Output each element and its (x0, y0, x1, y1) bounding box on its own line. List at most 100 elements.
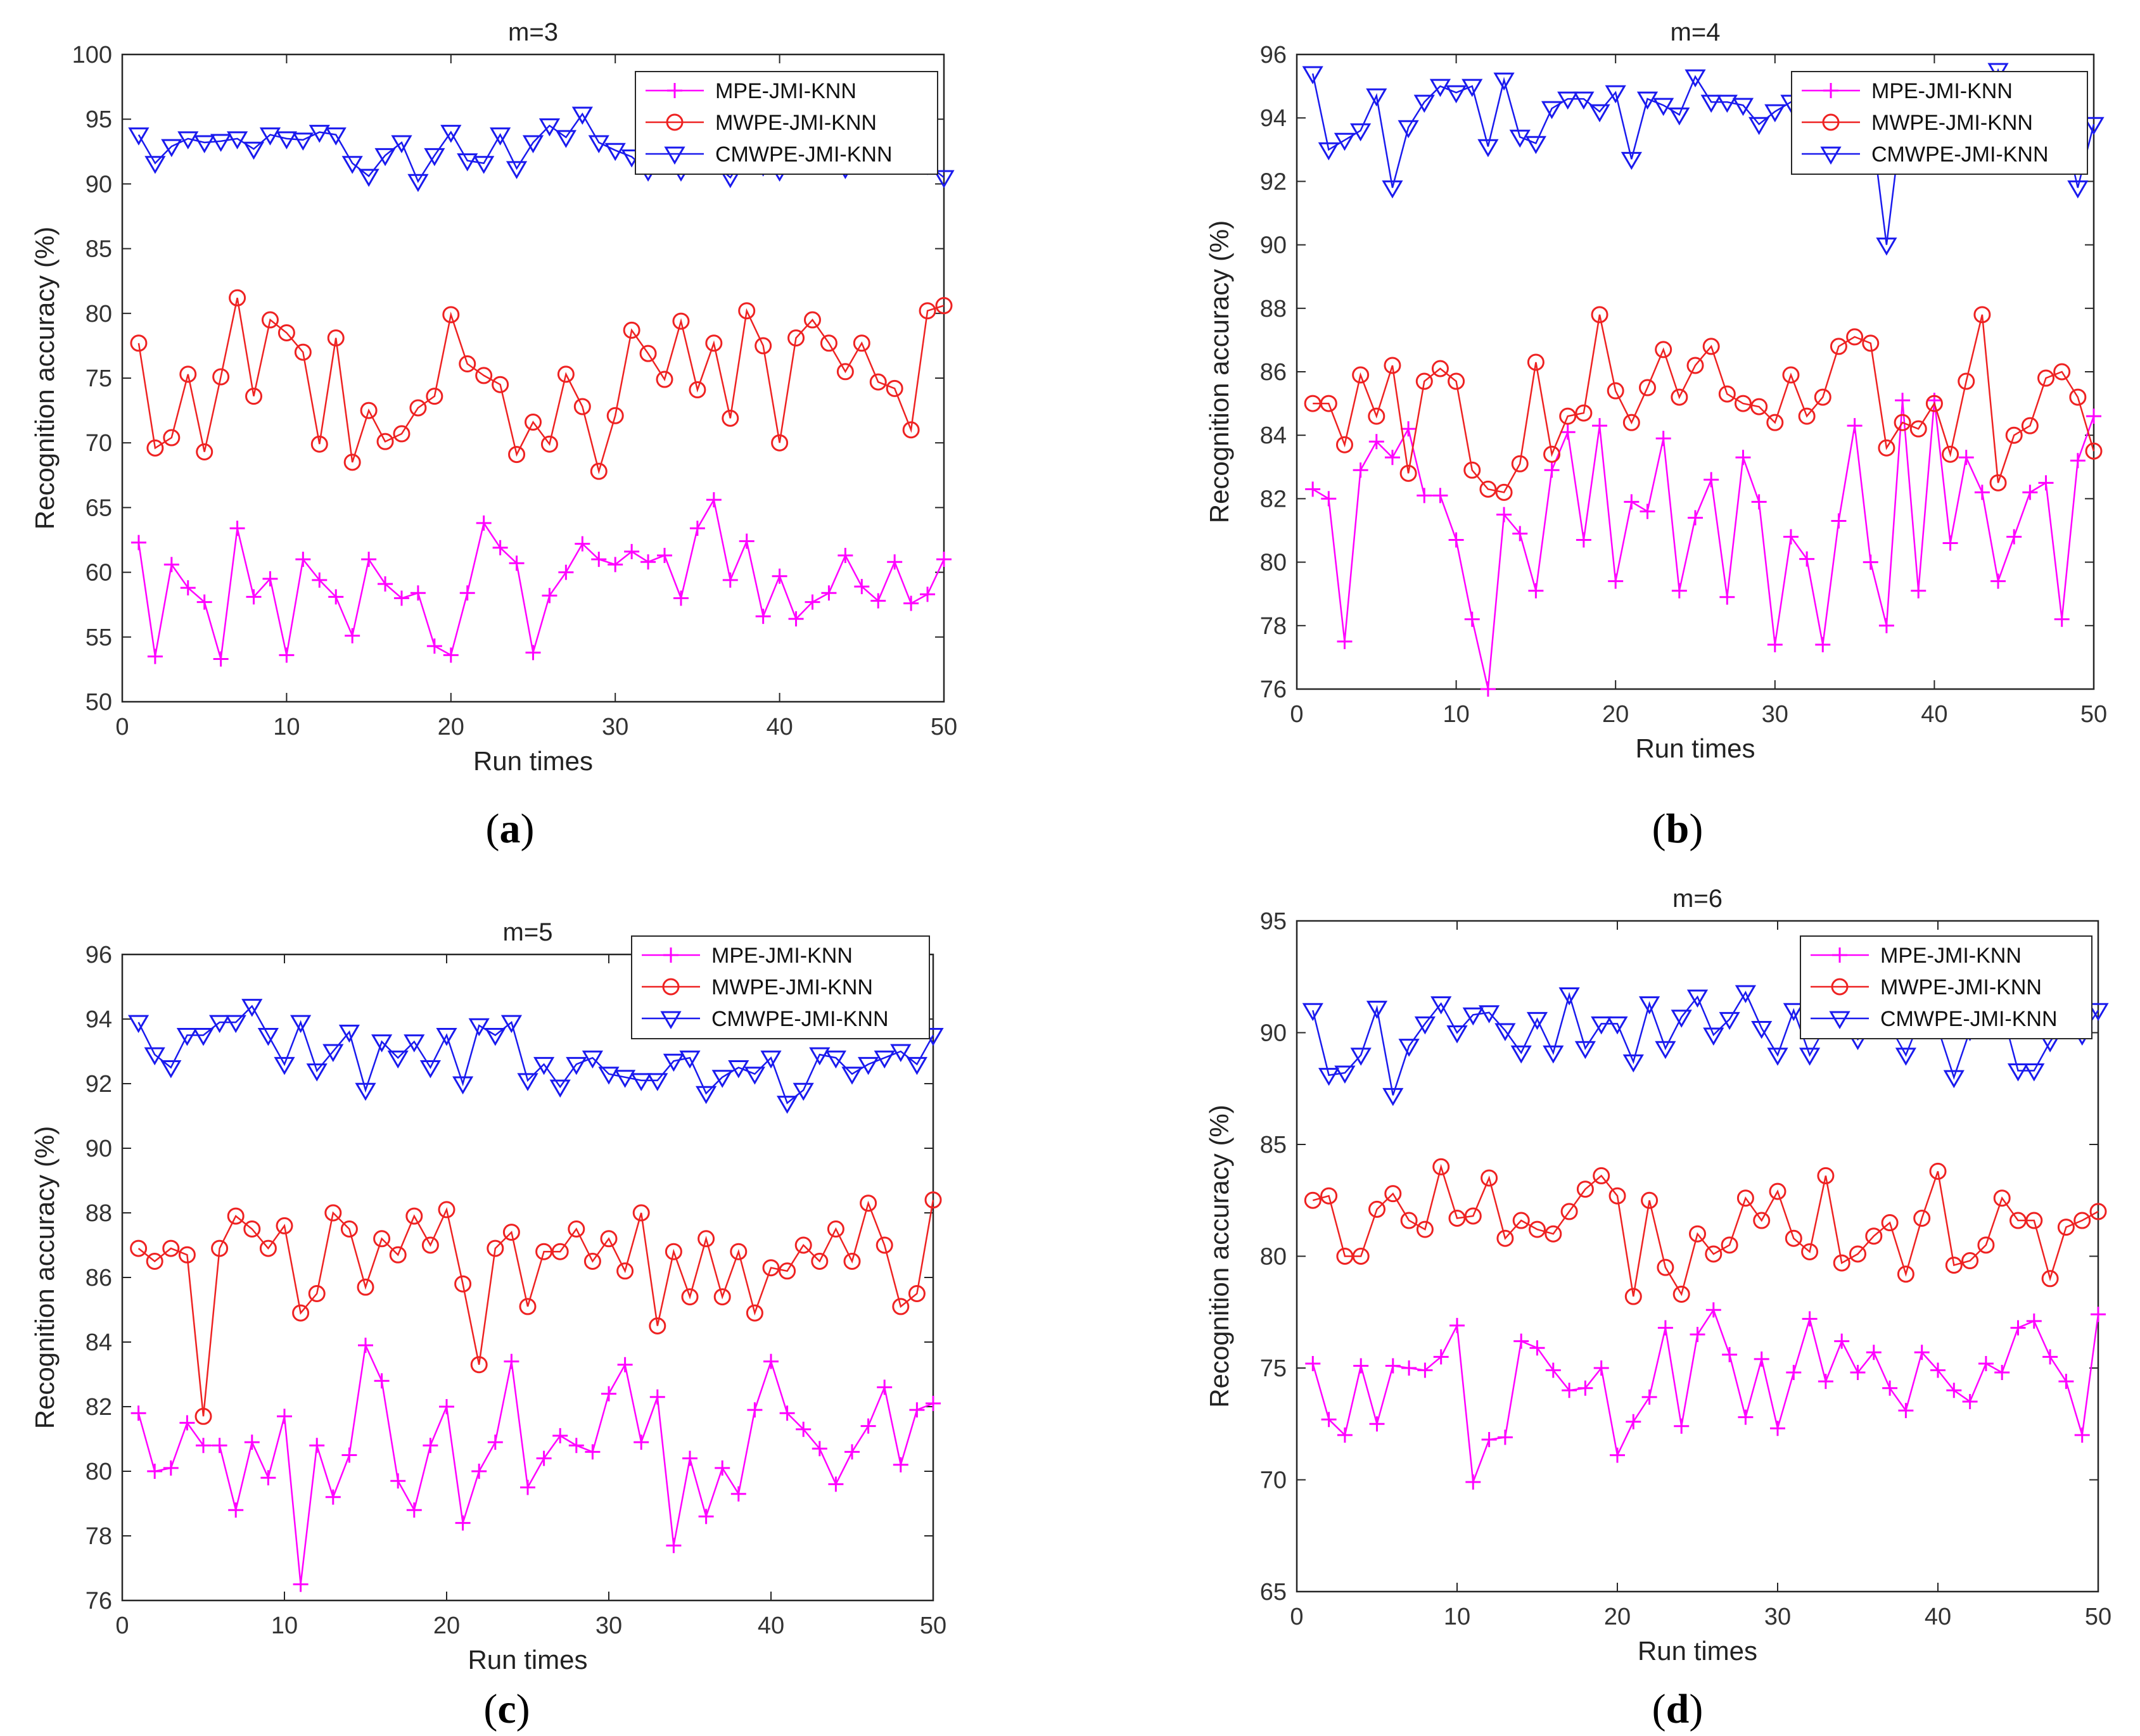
data-point-circle-marker-icon (2041, 1270, 2059, 1288)
data-point-plus-marker-icon (426, 638, 442, 654)
data-point-circle-marker-icon (179, 365, 197, 383)
data-point-plus-marker-icon (1528, 583, 1544, 599)
data-point-circle-marker-icon (1989, 474, 2007, 491)
x-tick-label: 20 (1604, 1604, 1631, 1630)
data-point-circle-marker-icon (1753, 1212, 1771, 1229)
data-point-plus-marker-icon (1481, 1431, 1497, 1447)
data-point-circle-marker-icon (1624, 1288, 1642, 1305)
data-point-circle-marker-icon (1529, 1220, 1546, 1238)
data-point-plus-marker-icon (1337, 633, 1353, 649)
data-point-plus-marker-icon (689, 521, 705, 536)
data-point-triangle-down-marker-icon (1719, 1011, 1740, 1030)
data-point-triangle-down-marker-icon (1318, 142, 1339, 161)
data-point-plus-marker-icon (1958, 450, 1974, 466)
data-point-plus-marker-icon (325, 1489, 341, 1505)
data-point-circle-marker-icon (1639, 379, 1657, 396)
data-point-triangle-down-marker-icon (2023, 1063, 2045, 1082)
data-point-circle-marker-icon (1352, 366, 1370, 384)
data-point-plus-marker-icon (246, 589, 262, 605)
data-point-triangle-down-marker-icon (226, 131, 248, 149)
legend-entry-label: MPE-JMI-KNN (1880, 944, 2022, 968)
data-point-circle-marker-icon (1368, 1200, 1385, 1218)
data-point-plus-marker-icon (2086, 409, 2101, 424)
data-point-circle-marker-icon (393, 425, 411, 443)
data-point-circle-marker-icon (327, 329, 345, 347)
panel-caption-letter: c (497, 1686, 516, 1732)
y-tick-label: 90 (1260, 232, 1287, 259)
data-point-circle-marker-icon (245, 388, 263, 405)
data-point-circle-marker-icon (535, 1243, 553, 1260)
data-point-plus-marker-icon (1449, 1317, 1465, 1333)
data-point-triangle-down-marker-icon (306, 1063, 328, 1082)
data-point-plus-marker-icon (1898, 1403, 1914, 1419)
panel-caption-letter: d (1666, 1686, 1690, 1732)
y-tick-label: 94 (1260, 105, 1287, 132)
data-point-plus-marker-icon (1802, 1311, 1818, 1327)
data-point-triangle-down-marker-icon (506, 161, 528, 179)
data-point-plus-marker-icon (1640, 504, 1655, 519)
data-point-triangle-down-marker-icon (614, 1070, 636, 1088)
x-tick-label: 10 (273, 714, 300, 740)
data-point-plus-marker-icon (1799, 551, 1815, 567)
data-point-circle-marker-icon (357, 1278, 374, 1296)
data-point-plus-marker-icon (520, 1479, 535, 1495)
y-tick-label: 82 (86, 1394, 112, 1421)
data-point-circle-marker-icon (470, 1356, 488, 1374)
data-point-plus-marker-icon (492, 540, 508, 555)
data-point-triangle-down-marker-icon (1943, 1070, 1965, 1089)
data-point-plus-marker-icon (1529, 1340, 1545, 1356)
data-point-circle-marker-icon (2025, 1212, 2043, 1229)
data-point-circle-marker-icon (1865, 1227, 1883, 1245)
y-tick-label: 60 (86, 560, 112, 586)
data-point-plus-marker-icon (1401, 1360, 1417, 1376)
data-point-triangle-down-marker-icon (890, 1044, 912, 1062)
data-point-plus-marker-icon (542, 588, 557, 604)
data-point-plus-marker-icon (1914, 1345, 1930, 1360)
data-point-triangle-down-marker-icon (1541, 101, 1563, 120)
data-point-triangle-down-marker-icon (538, 118, 561, 137)
data-point-circle-marker-icon (860, 1194, 877, 1212)
data-point-circle-marker-icon (525, 413, 542, 431)
data-point-circle-marker-icon (1352, 1248, 1370, 1265)
data-point-circle-marker-icon (1463, 461, 1481, 479)
data-point-plus-marker-icon (860, 1418, 876, 1434)
data-point-plus-marker-icon (393, 590, 409, 606)
data-point-plus-marker-icon (755, 609, 771, 624)
legend-triangle-down-marker-icon (1829, 1011, 1850, 1029)
data-point-triangle-down-marker-icon (1462, 79, 1483, 98)
data-point-plus-marker-icon (1751, 494, 1767, 510)
data-point-triangle-down-marker-icon (760, 1050, 782, 1069)
data-point-circle-marker-icon (1909, 420, 1927, 438)
data-point-circle-marker-icon (1958, 372, 1975, 390)
data-point-circle-marker-icon (919, 302, 936, 320)
data-point-circle-marker-icon (277, 324, 295, 341)
data-point-triangle-down-marker-icon (1636, 91, 1659, 110)
chart-title: m=3 (508, 18, 558, 46)
legend-entry-label: MWPE-JMI-KNN (1871, 111, 2033, 135)
data-point-plus-marker-icon (279, 647, 295, 663)
data-point-triangle-down-marker-icon (225, 1015, 246, 1034)
data-point-triangle-down-marker-icon (809, 1047, 831, 1066)
data-point-triangle-down-marker-icon (679, 1050, 701, 1069)
data-point-triangle-down-marker-icon (711, 1070, 733, 1088)
data-point-circle-marker-icon (623, 321, 640, 339)
data-point-circle-marker-icon (1496, 1229, 1514, 1247)
legend: MPE-JMI-KNN MWPE-JMI-KNN CMWPE-JMI-KNN (1791, 71, 2088, 175)
data-point-plus-marker-icon (212, 1438, 227, 1454)
data-point-circle-marker-icon (665, 1243, 682, 1260)
data-point-plus-marker-icon (1671, 583, 1687, 599)
data-point-circle-marker-icon (1671, 388, 1688, 406)
series-line (1312, 1308, 2099, 1483)
data-point-circle-marker-icon (2057, 1219, 2075, 1236)
series-mpe-jmi-knn (131, 492, 952, 667)
data-point-plus-marker-icon (180, 580, 196, 596)
data-point-plus-marker-icon (443, 647, 459, 663)
data-point-circle-marker-icon (1560, 1203, 1578, 1220)
data-point-circle-marker-icon (1591, 306, 1608, 324)
data-point-triangle-down-marker-icon (1477, 139, 1499, 158)
x-tick-label: 0 (115, 1612, 129, 1639)
data-point-circle-marker-icon (1961, 1252, 1979, 1270)
x-tick-label: 30 (602, 714, 628, 740)
data-point-plus-marker-icon (163, 557, 179, 573)
x-axis-label: Run times (1635, 733, 1755, 763)
